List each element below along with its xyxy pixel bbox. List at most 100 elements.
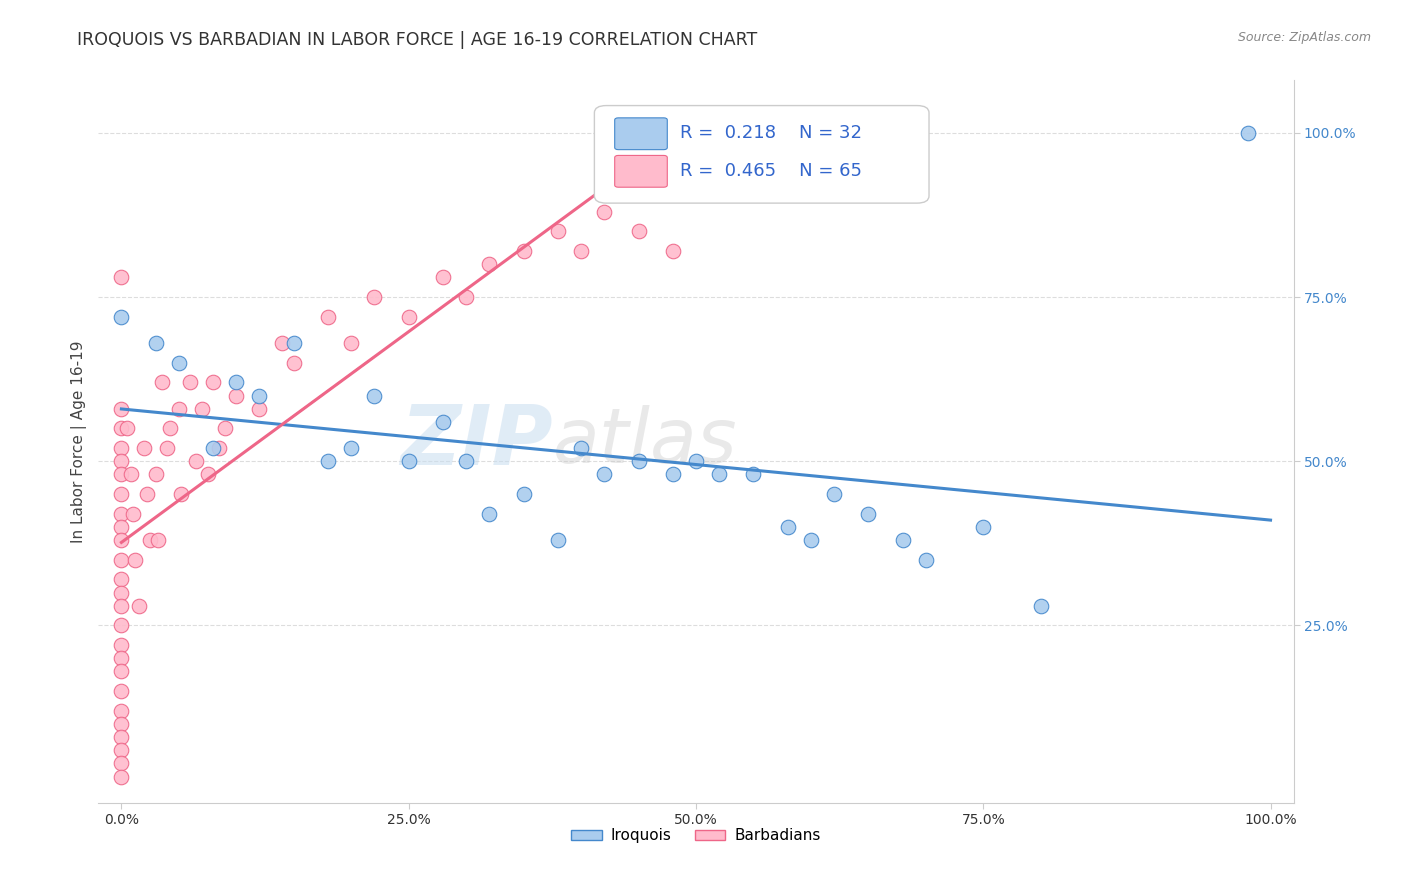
Point [456,290,478,304]
Point [398,454,420,468]
Point [110,756,132,771]
Point [110,533,132,547]
Point [247,388,270,402]
Point [478,507,501,521]
Point [627,454,650,468]
Point [124,553,146,567]
Point [115,421,138,435]
Point [110,487,132,501]
Point [120,467,142,482]
Point [134,441,156,455]
Point [512,244,534,258]
Text: atlas: atlas [553,405,737,478]
Point [148,533,170,547]
Point [110,743,132,757]
Point [170,487,193,501]
Point [858,507,880,521]
Text: IROQUOIS VS BARBADIAN IN LABOR FORCE | AGE 16-19 CORRELATION CHART: IROQUOIS VS BARBADIAN IN LABOR FORCE | A… [77,31,758,49]
Point [283,336,305,351]
Point [662,244,685,258]
Point [316,310,339,324]
Point [110,553,132,567]
Text: Source: ZipAtlas.com: Source: ZipAtlas.com [1237,31,1371,45]
Point [110,454,132,468]
Point [432,415,454,429]
Point [110,638,132,652]
Point [202,441,225,455]
Point [110,441,132,455]
Point [432,270,454,285]
Point [707,467,730,482]
Point [1029,599,1052,613]
Point [167,356,190,370]
Point [191,401,214,416]
Point [110,651,132,665]
Point [914,553,936,567]
Point [159,421,181,435]
Point [110,618,132,632]
Point [110,684,132,698]
Point [340,336,363,351]
Point [340,441,363,455]
Point [167,401,190,416]
Point [110,717,132,731]
Point [110,310,132,324]
Point [972,520,994,534]
Point [197,467,219,482]
Point [110,573,132,587]
Point [139,533,162,547]
Point [662,467,685,482]
Point [363,388,385,402]
Point [110,507,132,521]
Point [823,487,845,501]
Point [150,376,173,390]
Point [110,599,132,613]
Point [685,454,707,468]
Point [363,290,385,304]
Point [110,401,132,416]
Point [208,441,231,455]
Point [214,421,236,435]
Point [128,599,150,613]
Point [156,441,179,455]
Point [179,376,201,390]
Point [478,257,501,271]
Text: R =  0.465    N = 65: R = 0.465 N = 65 [681,161,862,179]
FancyBboxPatch shape [595,105,929,203]
FancyBboxPatch shape [614,118,668,150]
Point [184,454,207,468]
Point [110,665,132,679]
Point [110,467,132,482]
FancyBboxPatch shape [614,155,668,187]
Point [593,467,616,482]
Point [547,533,569,547]
Point [110,270,132,285]
Point [627,224,650,238]
Point [593,204,616,219]
Point [225,388,247,402]
Text: ZIP: ZIP [399,401,553,482]
Point [776,520,799,534]
Point [512,487,534,501]
Point [145,467,167,482]
Point [547,224,569,238]
Point [202,376,225,390]
Point [456,454,478,468]
Point [122,507,145,521]
Point [742,467,765,482]
Point [110,421,132,435]
Point [398,310,420,324]
Point [110,520,132,534]
Y-axis label: In Labor Force | Age 16-19: In Labor Force | Age 16-19 [72,340,87,543]
Point [569,441,592,455]
Text: R =  0.218    N = 32: R = 0.218 N = 32 [681,124,862,142]
Point [316,454,339,468]
Point [283,356,305,370]
Point [271,336,294,351]
Point [110,770,132,784]
Point [110,585,132,599]
Point [800,533,823,547]
Point [225,376,247,390]
Point [247,401,270,416]
Point [110,730,132,744]
